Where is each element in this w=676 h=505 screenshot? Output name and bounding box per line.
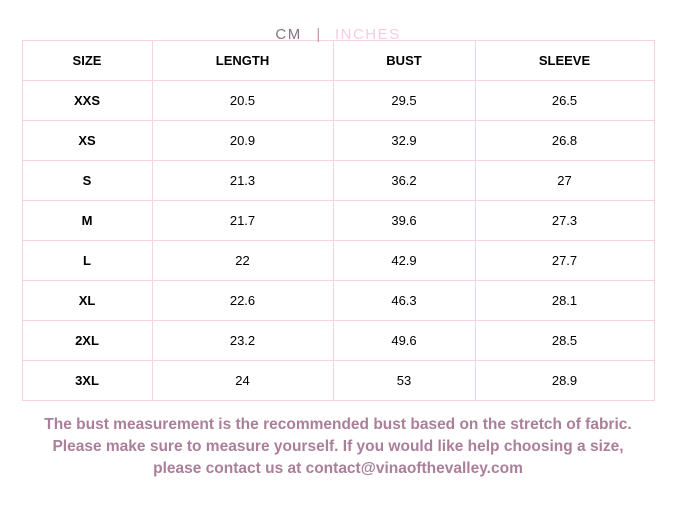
value-cell: 24 [151,360,334,401]
footer-note: The bust measurement is the recommended … [0,414,676,480]
unit-toggle: CM | INCHES [0,0,676,43]
size-cell: 2XL [21,320,153,361]
table-row: XXS 20.5 29.5 26.5 [21,80,655,121]
value-cell: 21.3 [151,160,334,201]
value-cell: 22.6 [151,280,334,321]
value-cell: 32.9 [332,120,476,161]
column-header-length: LENGTH [151,40,334,81]
unit-toggle-divider: | [316,26,321,43]
value-cell: 29.5 [332,80,476,121]
table-row: S 21.3 36.2 27 [21,160,655,201]
table-header-row: SIZE LENGTH BUST SLEEVE [21,40,655,81]
column-header-size: SIZE [21,40,153,81]
unit-inches-button[interactable]: INCHES [334,26,401,43]
value-cell: 36.2 [332,160,476,201]
column-header-sleeve: SLEEVE [474,40,655,81]
size-cell: M [21,200,153,241]
value-cell: 27 [474,160,655,201]
value-cell: 23.2 [151,320,334,361]
value-cell: 20.9 [151,120,334,161]
value-cell: 46.3 [332,280,476,321]
size-cell: XS [21,120,153,161]
footer-line-3: please contact us at contact@vinaoftheva… [153,460,523,477]
value-cell: 27.7 [474,240,655,281]
table-row: 3XL 24 53 28.9 [21,360,655,401]
table-row: XL 22.6 46.3 28.1 [21,280,655,321]
size-cell: S [21,160,153,201]
size-cell: XXS [21,80,153,121]
size-chart-table: SIZE LENGTH BUST SLEEVE XXS 20.5 29.5 26.5 XS 20… [21,40,655,401]
table-row: M 21.7 39.6 27.3 [21,200,655,241]
value-cell: 28.5 [474,320,655,361]
footer-line-2: Please make sure to measure yourself. If… [52,438,624,455]
size-cell: XL [21,280,153,321]
size-cell: 3XL [21,360,153,401]
footer-line-1: The bust measurement is the recommended … [44,416,632,433]
table-row: 2XL 23.2 49.6 28.5 [21,320,655,361]
value-cell: 39.6 [332,200,476,241]
table-row: XS 20.9 32.9 26.8 [21,120,655,161]
value-cell: 28.1 [474,280,655,321]
column-header-bust: BUST [332,40,476,81]
value-cell: 27.3 [474,200,655,241]
unit-cm-button[interactable]: CM [275,26,302,43]
value-cell: 26.5 [474,80,655,121]
value-cell: 21.7 [151,200,334,241]
value-cell: 49.6 [332,320,476,361]
table-row: L 22 42.9 27.7 [21,240,655,281]
value-cell: 20.5 [151,80,334,121]
value-cell: 22 [151,240,334,281]
size-cell: L [21,240,153,281]
value-cell: 28.9 [474,360,655,401]
value-cell: 26.8 [474,120,655,161]
value-cell: 42.9 [332,240,476,281]
value-cell: 53 [332,360,476,401]
